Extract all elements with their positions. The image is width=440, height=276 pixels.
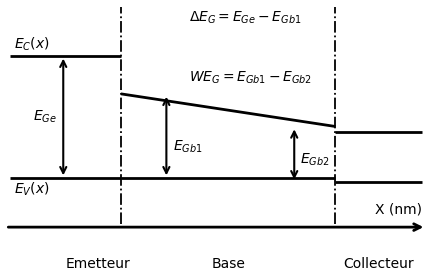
Text: $WE_G= E_{Gb1}- E_{Gb2}$: $WE_G= E_{Gb1}- E_{Gb2}$ xyxy=(189,69,312,86)
Text: Base: Base xyxy=(211,257,245,271)
Text: Emetteur: Emetteur xyxy=(65,257,130,271)
Text: $E_{Gb2}$: $E_{Gb2}$ xyxy=(301,152,330,168)
Text: $E_{Ge}$: $E_{Ge}$ xyxy=(33,109,57,125)
Text: X (nm): X (nm) xyxy=(375,202,422,216)
Text: $E_{Gb1}$: $E_{Gb1}$ xyxy=(172,139,202,155)
Text: $E_V(x)$: $E_V(x)$ xyxy=(14,181,49,198)
Text: $E_C(x)$: $E_C(x)$ xyxy=(14,36,50,53)
Text: $\Delta E_G= E_{Ge}- E_{Gb1}$: $\Delta E_G= E_{Ge}- E_{Gb1}$ xyxy=(189,10,302,26)
Text: Collecteur: Collecteur xyxy=(344,257,414,271)
